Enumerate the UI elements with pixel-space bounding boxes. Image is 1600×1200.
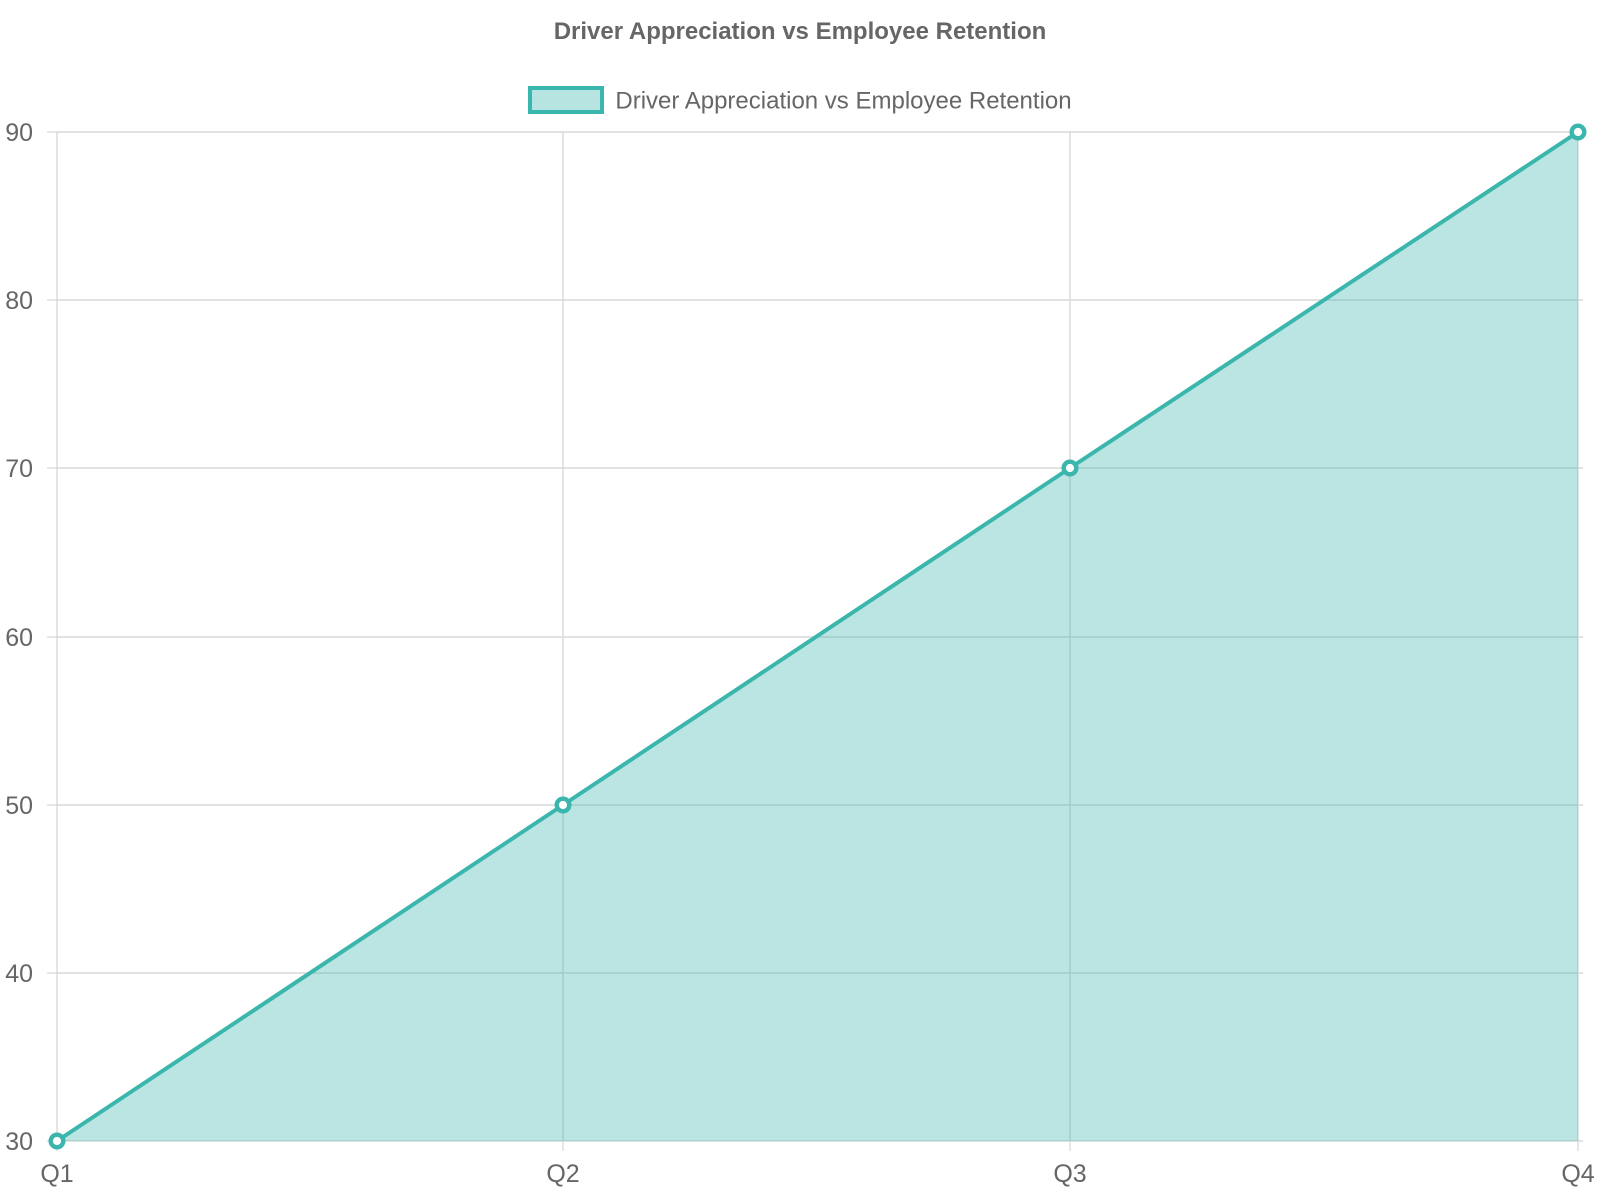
svg-text:90: 90 <box>5 119 33 147</box>
svg-text:60: 60 <box>5 624 33 652</box>
svg-text:Q1: Q1 <box>40 1160 73 1188</box>
svg-text:Q2: Q2 <box>546 1160 579 1188</box>
svg-text:Q3: Q3 <box>1053 1160 1086 1188</box>
svg-text:30: 30 <box>5 1128 33 1156</box>
svg-text:50: 50 <box>5 792 33 820</box>
svg-text:Q4: Q4 <box>1561 1160 1594 1188</box>
svg-text:70: 70 <box>5 455 33 483</box>
svg-text:40: 40 <box>5 960 33 988</box>
svg-text:80: 80 <box>5 287 33 315</box>
